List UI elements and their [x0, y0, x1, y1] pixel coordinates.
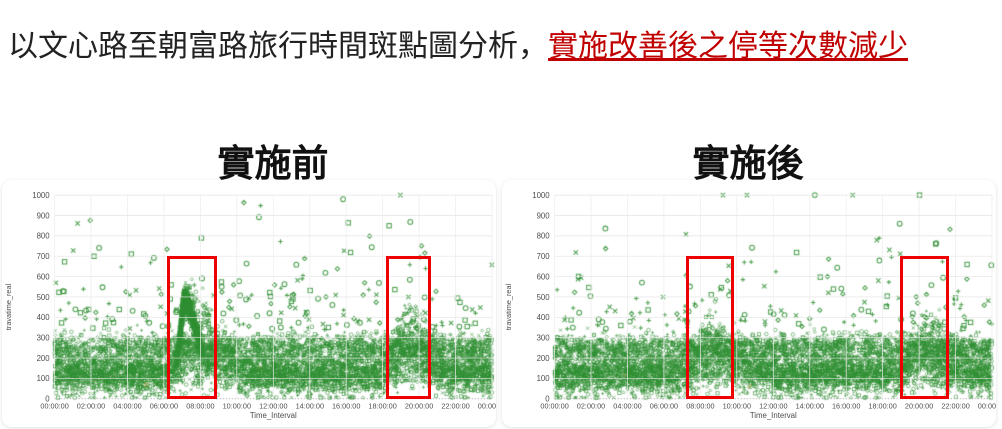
svg-text:700: 700 [537, 252, 551, 261]
svg-text:10:00:00: 10:00:00 [223, 401, 251, 410]
svg-text:02:00:00: 02:00:00 [77, 401, 105, 410]
svg-text:22:00:00: 22:00:00 [441, 401, 469, 410]
svg-text:00:00:00: 00:00:00 [540, 401, 568, 410]
svg-text:Time_Interval: Time_Interval [750, 411, 797, 420]
svg-text:10:00:00: 10:00:00 [723, 401, 751, 410]
svg-text:600: 600 [37, 272, 51, 281]
svg-text:100: 100 [537, 374, 551, 383]
svg-text:600: 600 [537, 272, 551, 281]
svg-text:12:00:00: 12:00:00 [259, 401, 287, 410]
svg-text:18:00:00: 18:00:00 [368, 401, 396, 410]
svg-text:1000: 1000 [32, 191, 50, 200]
svg-text:18:00:00: 18:00:00 [868, 401, 896, 410]
svg-text:06:00:00: 06:00:00 [650, 401, 678, 410]
svg-text:00:00:00: 00:00:00 [478, 401, 496, 410]
svg-text:22:00:00: 22:00:00 [941, 401, 969, 410]
svg-text:04:00:00: 04:00:00 [613, 401, 641, 410]
svg-text:12:00:00: 12:00:00 [759, 401, 787, 410]
svg-text:06:00:00: 06:00:00 [150, 401, 178, 410]
svg-text:00:00:00: 00:00:00 [978, 401, 996, 410]
svg-text:800: 800 [37, 232, 51, 241]
svg-text:16:00:00: 16:00:00 [832, 401, 860, 410]
svg-text:20:00:00: 20:00:00 [905, 401, 933, 410]
svg-text:02:00:00: 02:00:00 [577, 401, 605, 410]
svg-text:200: 200 [37, 354, 51, 363]
svg-text:400: 400 [37, 313, 51, 322]
svg-text:travatime_real: travatime_real [504, 284, 513, 331]
svg-text:00:00:00: 00:00:00 [40, 401, 68, 410]
svg-text:08:00:00: 08:00:00 [186, 401, 214, 410]
svg-text:14:00:00: 14:00:00 [796, 401, 824, 410]
svg-text:400: 400 [537, 313, 551, 322]
svg-text:travatime_real: travatime_real [4, 284, 13, 331]
svg-text:500: 500 [537, 293, 551, 302]
svg-text:Time_Interval: Time_Interval [250, 411, 297, 420]
svg-text:1000: 1000 [532, 191, 550, 200]
svg-text:200: 200 [537, 354, 551, 363]
svg-text:900: 900 [537, 211, 551, 220]
svg-text:300: 300 [537, 333, 551, 342]
svg-text:16:00:00: 16:00:00 [332, 401, 360, 410]
svg-text:04:00:00: 04:00:00 [113, 401, 141, 410]
svg-text:14:00:00: 14:00:00 [296, 401, 324, 410]
svg-text:700: 700 [37, 252, 51, 261]
svg-text:900: 900 [37, 211, 51, 220]
svg-text:20:00:00: 20:00:00 [405, 401, 433, 410]
svg-text:500: 500 [37, 293, 51, 302]
svg-text:08:00:00: 08:00:00 [686, 401, 714, 410]
svg-text:800: 800 [537, 232, 551, 241]
svg-text:300: 300 [37, 333, 51, 342]
svg-text:100: 100 [37, 374, 51, 383]
